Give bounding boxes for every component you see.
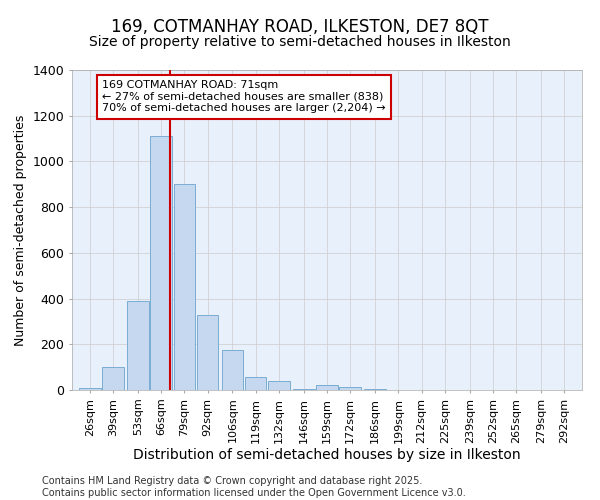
Bar	[127, 301, 149, 390]
Text: 169 COTMANHAY ROAD: 71sqm
← 27% of semi-detached houses are smaller (838)
70% of: 169 COTMANHAY ROAD: 71sqm ← 27% of semi-…	[103, 80, 386, 114]
Text: 169, COTMANHAY ROAD, ILKESTON, DE7 8QT: 169, COTMANHAY ROAD, ILKESTON, DE7 8QT	[111, 18, 489, 36]
Bar	[79, 388, 101, 390]
Bar	[245, 378, 266, 390]
Bar	[173, 184, 195, 390]
Bar	[293, 389, 314, 390]
Bar	[364, 389, 386, 390]
Bar	[222, 350, 243, 390]
Y-axis label: Number of semi-detached properties: Number of semi-detached properties	[14, 114, 27, 346]
Bar	[103, 367, 124, 390]
Bar	[340, 386, 361, 390]
Bar	[151, 136, 172, 390]
Bar	[268, 381, 290, 390]
Bar	[197, 314, 218, 390]
Bar	[316, 386, 338, 390]
Text: Size of property relative to semi-detached houses in Ilkeston: Size of property relative to semi-detach…	[89, 35, 511, 49]
X-axis label: Distribution of semi-detached houses by size in Ilkeston: Distribution of semi-detached houses by …	[133, 448, 521, 462]
Text: Contains HM Land Registry data © Crown copyright and database right 2025.
Contai: Contains HM Land Registry data © Crown c…	[42, 476, 466, 498]
